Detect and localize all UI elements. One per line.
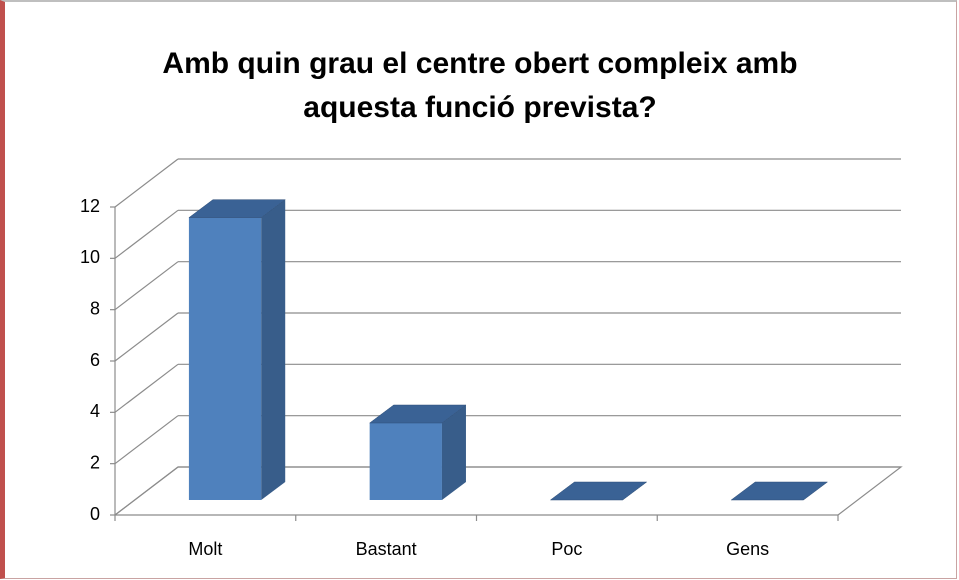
bar-front: [369, 423, 442, 500]
y-tick-label: 6: [90, 350, 100, 370]
x-tick-label: Gens: [726, 539, 769, 559]
x-tick-label: Poc: [551, 539, 582, 559]
bar-side: [261, 199, 286, 500]
grid-diagonal: [114, 209, 179, 259]
bar-front: [188, 217, 262, 500]
y-tick-label: 2: [90, 452, 100, 472]
y-tick-label: 8: [90, 298, 100, 318]
grid-diagonal: [114, 312, 179, 362]
grid-diagonal: [114, 261, 179, 311]
y-tick-label: 10: [80, 247, 100, 267]
grid-diagonal: [114, 466, 179, 516]
grid-diagonal: [114, 158, 179, 208]
bar-top: [188, 199, 286, 218]
x-tick-label: Bastant: [356, 539, 417, 559]
bar-top: [368, 404, 467, 424]
y-tick-label: 4: [90, 401, 100, 421]
chart-title: Amb quin grau el centre obert compleix a…: [162, 47, 798, 124]
y-tick-label: 12: [80, 196, 100, 216]
grid-diagonal: [114, 415, 179, 465]
bar-top: [730, 481, 829, 501]
grid-diagonal: [114, 363, 179, 413]
x-tick-label: Molt: [188, 539, 222, 559]
bar-side: [441, 405, 466, 500]
y-tick-label: 0: [90, 504, 100, 524]
bar-top: [549, 481, 648, 501]
